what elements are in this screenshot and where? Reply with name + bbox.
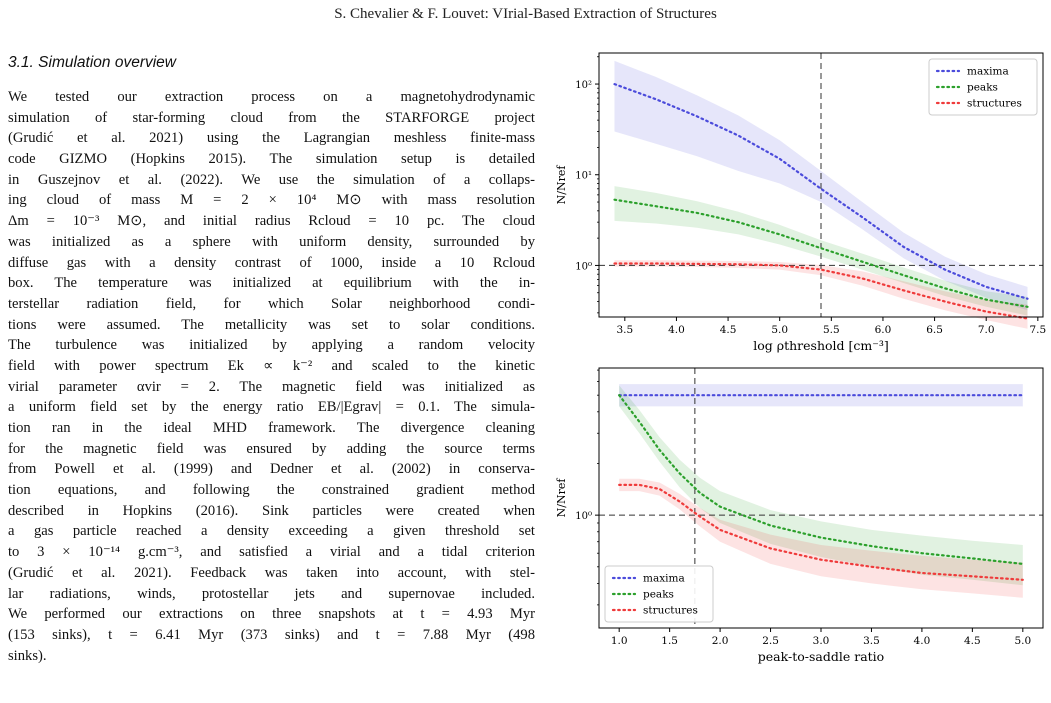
legend: maxima peaks structures — [604, 565, 714, 623]
legend-box — [604, 565, 714, 623]
paragraph-line: We performed our extractions on three sn… — [8, 606, 535, 623]
series-line-peaks — [618, 394, 1024, 565]
paragraph-line: a uniform field set by the energy ratio … — [8, 399, 535, 416]
series-line-structures — [618, 483, 1024, 581]
paragraph-line: sinks). — [8, 647, 47, 664]
x-axis-label: peak-to-saddle ratio — [758, 649, 884, 664]
legend-label-peaks: peaks — [967, 82, 998, 94]
x-tick-label: 4.5 — [720, 324, 737, 336]
band-peaks — [619, 385, 1023, 586]
paragraph-line: from Powell et al. (1999) and Dedner et … — [8, 461, 535, 478]
x-tick-label: 4.5 — [964, 635, 981, 647]
paragraph-line: to 3 × 10⁻¹⁴ g.cm⁻³, and satisfied a vir… — [8, 544, 535, 561]
paragraph-line: code GIZMO (Hopkins 2015). The simulatio… — [8, 151, 535, 168]
paragraph-line: tions were assumed. The metallicity was … — [8, 316, 535, 333]
x-axis-label: log ρthreshold [cm⁻³] — [753, 338, 888, 353]
x-tick-label: 3.0 — [813, 635, 830, 647]
paragraph-line: simulation of star-forming cloud from th… — [8, 109, 535, 126]
paragraph-line: a gas particle reached a density exceedi… — [8, 523, 535, 540]
paragraph-line: box. The temperature was initialized at … — [8, 275, 535, 292]
paragraph-line: lar radiations, winds, protostellar jets… — [8, 585, 535, 602]
legend-label-maxima: maxima — [643, 573, 685, 585]
paragraph-line: in Guszejnov et al. (2022). We use the s… — [8, 171, 535, 188]
y-tick-label: 10¹ — [575, 171, 592, 182]
legend: maxima peaks structures — [928, 58, 1038, 116]
series-line-maxima — [613, 82, 1029, 300]
x-tick-label: 5.0 — [1014, 635, 1031, 647]
paragraph-line: (153 sinks), t = 6.41 Myr (373 sinks) an… — [8, 626, 535, 643]
legend-label-structures: structures — [643, 605, 698, 617]
band-structures — [619, 478, 1023, 598]
paragraph-line: (Grudić et al. 2021) using the Lagrangia… — [8, 130, 535, 147]
paragraph-line: Δm = 10⁻³ M⊙, and initial radius Rcloud … — [8, 213, 535, 230]
x-tick-label: 6.0 — [875, 324, 892, 336]
paragraph-line: tion ran in the ideal MHD framework. The… — [8, 420, 535, 436]
paragraph-line: terstellar radiation field, for which So… — [8, 295, 535, 312]
x-tick-label: 4.0 — [668, 324, 685, 336]
y-axis-label: N/Nref — [556, 478, 568, 518]
x-tick-label: 7.5 — [1029, 324, 1046, 336]
paragraph-line: was initialized as a sphere with uniform… — [8, 233, 535, 250]
x-tick-label: 2.5 — [762, 635, 779, 647]
paragraph-line: tion equations, and following the constr… — [8, 482, 535, 499]
x-tick-label: 4.0 — [914, 635, 931, 647]
y-tick-label: 10⁰ — [575, 261, 592, 272]
legend-label-maxima: maxima — [967, 66, 1009, 78]
paragraph-line: (Grudić et al. 2021). Feedback was taken… — [8, 564, 535, 581]
legend-label-structures: structures — [967, 98, 1022, 110]
paragraph-line: ing cloud of mass M = 2 × 10⁴ M⊙ with ma… — [8, 192, 535, 209]
x-tick-label: 7.0 — [978, 324, 995, 336]
legend-box — [928, 58, 1038, 116]
figure-bottom-peak-to-saddle: 1.0 1.5 2.0 2.5 3.0 3.5 4.0 4.5 5.0 10⁰ peak-to-sa… — [556, 367, 1044, 664]
paragraph-line: The turbulence was initialized by applyi… — [8, 337, 535, 354]
running-header: S. Chevalier & F. Louvet: VIrial-Based E… — [334, 6, 717, 22]
y-axis-label: N/Nref — [556, 165, 568, 205]
y-tick-label: 10⁰ — [575, 511, 592, 522]
y-tick-label: 10² — [575, 80, 592, 91]
paragraph-line: field with power spectrum Ek ∝ k⁻² and s… — [8, 357, 535, 374]
paragraph-line: diffuse gas with a density contrast of 1… — [8, 254, 535, 271]
paragraph-line: for the magnetic field was ensured by ad… — [8, 440, 535, 457]
series-line-structures — [613, 262, 1029, 320]
body-paragraph: We tested our extraction process on a ma… — [8, 87, 535, 666]
paragraph-line: described in Hopkins (2016). Sink partic… — [8, 502, 535, 519]
x-tick-label: 1.5 — [661, 635, 678, 647]
x-tick-label: 5.0 — [771, 324, 788, 336]
figure-top-density-threshold: 3.5 4.0 4.5 5.0 5.5 6.0 6.5 7.0 7.5 10⁰ 10¹ 10² log … — [556, 52, 1046, 353]
x-tick-label: 1.0 — [611, 635, 628, 647]
x-tick-label: 5.5 — [823, 324, 840, 336]
legend-label-peaks: peaks — [643, 589, 674, 601]
x-tick-label: 2.0 — [712, 635, 729, 647]
x-tick-label: 6.5 — [926, 324, 943, 336]
section-heading: 3.1. Simulation overview — [8, 54, 176, 71]
x-tick-label: 3.5 — [616, 324, 633, 336]
paragraph-line: virial parameter αvir = 2. The magnetic … — [8, 378, 535, 395]
series-line-peaks — [613, 198, 1029, 308]
paragraph-line: We tested our extraction process on a ma… — [8, 89, 535, 105]
x-tick-label: 3.5 — [863, 635, 880, 647]
plot-frame — [598, 52, 1044, 318]
